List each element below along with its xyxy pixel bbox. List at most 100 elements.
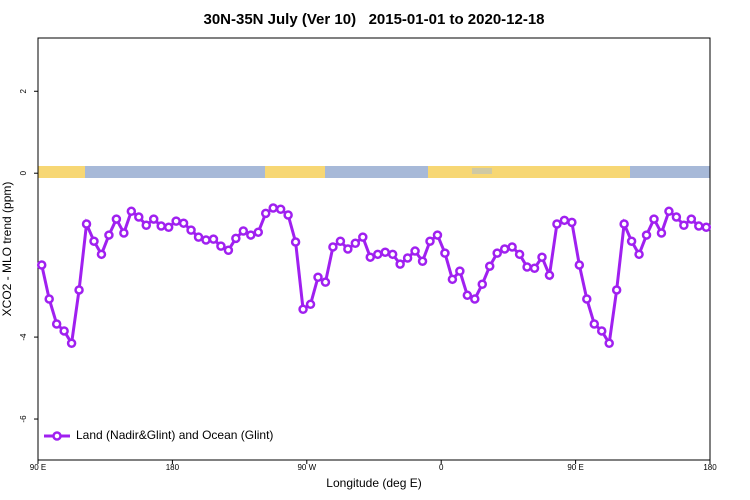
data-point xyxy=(514,249,525,260)
data-point xyxy=(186,225,196,235)
data-point xyxy=(365,252,376,262)
data-point xyxy=(656,228,667,238)
data-point xyxy=(305,299,316,310)
plot-frame xyxy=(37,37,711,461)
data-point xyxy=(141,220,152,230)
data-point xyxy=(268,203,278,213)
data-point xyxy=(238,226,249,236)
x-tick-label: 90 E xyxy=(30,463,46,472)
data-point xyxy=(432,230,443,240)
data-point xyxy=(417,256,428,267)
data-point xyxy=(604,338,614,348)
data-point xyxy=(231,233,241,244)
data-point xyxy=(104,230,114,240)
land-band xyxy=(428,166,630,178)
data-point xyxy=(253,227,264,237)
y-axis-label: XCO2 - MLO trend (ppm) xyxy=(0,182,14,317)
x-tick-label: 180 xyxy=(166,463,180,472)
data-point xyxy=(574,260,585,270)
data-point xyxy=(89,236,99,246)
ocean-band xyxy=(472,168,492,174)
data-point xyxy=(559,215,570,226)
data-point xyxy=(201,235,211,245)
surface-band xyxy=(38,166,710,178)
data-point xyxy=(402,253,413,263)
data-point xyxy=(178,218,189,228)
data-point xyxy=(298,304,308,314)
data-point xyxy=(335,236,346,246)
data-point xyxy=(395,259,405,269)
data-point xyxy=(380,247,390,258)
data-point xyxy=(372,249,383,260)
data-point xyxy=(328,242,338,252)
x-tick-label: 180 xyxy=(703,463,717,472)
data-point xyxy=(126,206,137,217)
data-point xyxy=(492,248,502,258)
x-axis-label: Longitude (deg E) xyxy=(326,476,421,490)
data-point xyxy=(440,248,450,258)
ocean-band xyxy=(325,166,428,178)
y-tick-label: 2 xyxy=(19,88,28,93)
data-point xyxy=(36,260,47,270)
data-point xyxy=(51,319,62,329)
data-point xyxy=(455,266,465,276)
ocean-band xyxy=(630,166,710,178)
data-point xyxy=(134,212,144,222)
data-point xyxy=(447,274,458,285)
data-point xyxy=(679,220,689,230)
data-point xyxy=(44,294,54,304)
data-point xyxy=(582,294,592,304)
data-point xyxy=(499,244,510,254)
data-point xyxy=(96,249,107,260)
legend-label: Land (Nadir&Glint) and Ocean (Glint) xyxy=(76,428,273,442)
legend-marker xyxy=(52,431,62,441)
data-point xyxy=(544,270,555,280)
data-point xyxy=(701,222,712,233)
data-point xyxy=(59,326,69,336)
data-point xyxy=(119,228,129,238)
land-band xyxy=(38,166,85,178)
data-point xyxy=(686,214,697,224)
ocean-band xyxy=(85,166,265,178)
data-point xyxy=(611,285,622,295)
data-point xyxy=(246,230,256,240)
data-point xyxy=(567,217,577,228)
data-point xyxy=(410,246,420,256)
data-point xyxy=(163,222,174,233)
data-point xyxy=(537,252,547,262)
data-point xyxy=(589,319,600,329)
data-point xyxy=(634,249,644,260)
data-point xyxy=(626,236,637,246)
data-point xyxy=(671,212,682,222)
data-point xyxy=(320,277,331,287)
data-point xyxy=(425,236,435,246)
data-point xyxy=(694,221,704,231)
data-point xyxy=(641,230,652,240)
data-point xyxy=(350,238,361,249)
data-point xyxy=(649,214,659,224)
y-tick-label: -4 xyxy=(19,333,28,341)
data-point xyxy=(529,263,540,274)
data-point xyxy=(208,234,219,244)
data-point xyxy=(358,232,368,242)
data-point xyxy=(462,290,473,301)
data-point xyxy=(66,338,77,348)
data-point xyxy=(343,244,353,254)
data-point xyxy=(283,210,293,220)
data-point xyxy=(387,249,398,260)
land-band xyxy=(265,166,325,178)
data-point xyxy=(290,237,301,247)
data-point xyxy=(522,262,532,272)
data-point xyxy=(74,285,84,295)
data-point xyxy=(664,206,674,217)
data-point xyxy=(223,245,234,255)
data-point xyxy=(484,261,495,271)
y-tick-label: 0 xyxy=(19,170,28,175)
data-point xyxy=(596,326,607,336)
data-point xyxy=(111,214,122,224)
data-point xyxy=(81,219,92,229)
data-point xyxy=(507,242,517,252)
data-point xyxy=(171,216,181,226)
data-point xyxy=(470,294,480,304)
data-point xyxy=(260,208,271,219)
